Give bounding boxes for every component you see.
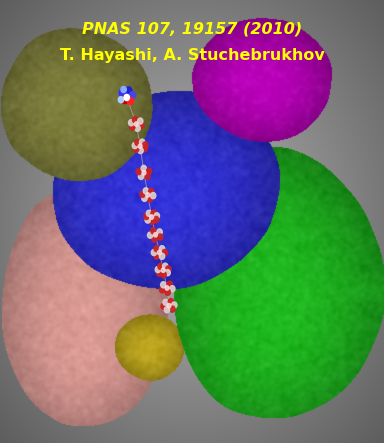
Circle shape: [140, 191, 145, 198]
Circle shape: [151, 210, 156, 216]
Circle shape: [130, 124, 135, 130]
Circle shape: [154, 253, 159, 259]
Circle shape: [151, 228, 156, 234]
Circle shape: [144, 214, 149, 220]
Circle shape: [146, 210, 152, 216]
Circle shape: [132, 117, 138, 123]
Circle shape: [154, 233, 157, 237]
Circle shape: [167, 303, 171, 308]
Circle shape: [163, 299, 168, 305]
Circle shape: [142, 195, 147, 202]
Circle shape: [125, 87, 132, 95]
Circle shape: [129, 120, 134, 126]
Circle shape: [151, 249, 157, 256]
Circle shape: [132, 143, 137, 149]
Circle shape: [147, 232, 153, 238]
Circle shape: [172, 302, 177, 308]
Circle shape: [155, 266, 161, 272]
Circle shape: [167, 281, 172, 287]
Circle shape: [127, 97, 134, 105]
Circle shape: [161, 282, 166, 288]
Circle shape: [165, 289, 170, 295]
Circle shape: [149, 218, 155, 225]
Circle shape: [121, 86, 126, 93]
Circle shape: [154, 245, 159, 252]
Circle shape: [134, 122, 138, 126]
Circle shape: [146, 193, 150, 197]
Circle shape: [134, 146, 139, 152]
Circle shape: [135, 125, 140, 132]
Circle shape: [129, 92, 136, 99]
Circle shape: [165, 270, 170, 276]
Circle shape: [142, 142, 148, 148]
Circle shape: [142, 146, 147, 152]
Circle shape: [139, 122, 144, 128]
Circle shape: [154, 217, 159, 223]
Circle shape: [154, 213, 159, 219]
Circle shape: [139, 139, 145, 145]
Circle shape: [143, 188, 149, 194]
Circle shape: [161, 268, 165, 272]
Circle shape: [145, 173, 150, 179]
Circle shape: [145, 217, 151, 223]
Circle shape: [165, 286, 169, 290]
Circle shape: [124, 94, 129, 101]
Circle shape: [166, 266, 171, 272]
Circle shape: [149, 188, 154, 194]
Circle shape: [138, 173, 144, 179]
Circle shape: [147, 196, 152, 202]
Circle shape: [170, 306, 175, 312]
Circle shape: [157, 234, 163, 240]
Circle shape: [150, 215, 154, 219]
Circle shape: [162, 263, 168, 269]
Circle shape: [138, 144, 142, 148]
Circle shape: [146, 168, 152, 175]
Circle shape: [119, 89, 127, 97]
Circle shape: [141, 165, 146, 171]
Circle shape: [135, 140, 140, 146]
Circle shape: [152, 236, 157, 242]
Circle shape: [159, 246, 165, 252]
Circle shape: [159, 253, 165, 260]
Circle shape: [157, 250, 161, 255]
Circle shape: [137, 118, 143, 124]
Circle shape: [138, 148, 143, 154]
Circle shape: [161, 303, 166, 309]
Circle shape: [142, 171, 146, 175]
Circle shape: [164, 307, 170, 313]
Circle shape: [157, 229, 162, 235]
Circle shape: [136, 168, 142, 175]
Text: PNAS 107, 19157 (2010): PNAS 107, 19157 (2010): [82, 21, 302, 36]
Circle shape: [118, 97, 124, 103]
Circle shape: [170, 286, 175, 292]
Circle shape: [121, 96, 128, 104]
Circle shape: [157, 270, 162, 276]
Circle shape: [161, 272, 166, 278]
Circle shape: [159, 287, 165, 293]
Circle shape: [151, 192, 156, 198]
Circle shape: [168, 299, 174, 305]
Circle shape: [162, 249, 167, 256]
Text: T. Hayashi, A. Stuchebrukhov: T. Hayashi, A. Stuchebrukhov: [60, 48, 324, 63]
Circle shape: [158, 263, 163, 269]
